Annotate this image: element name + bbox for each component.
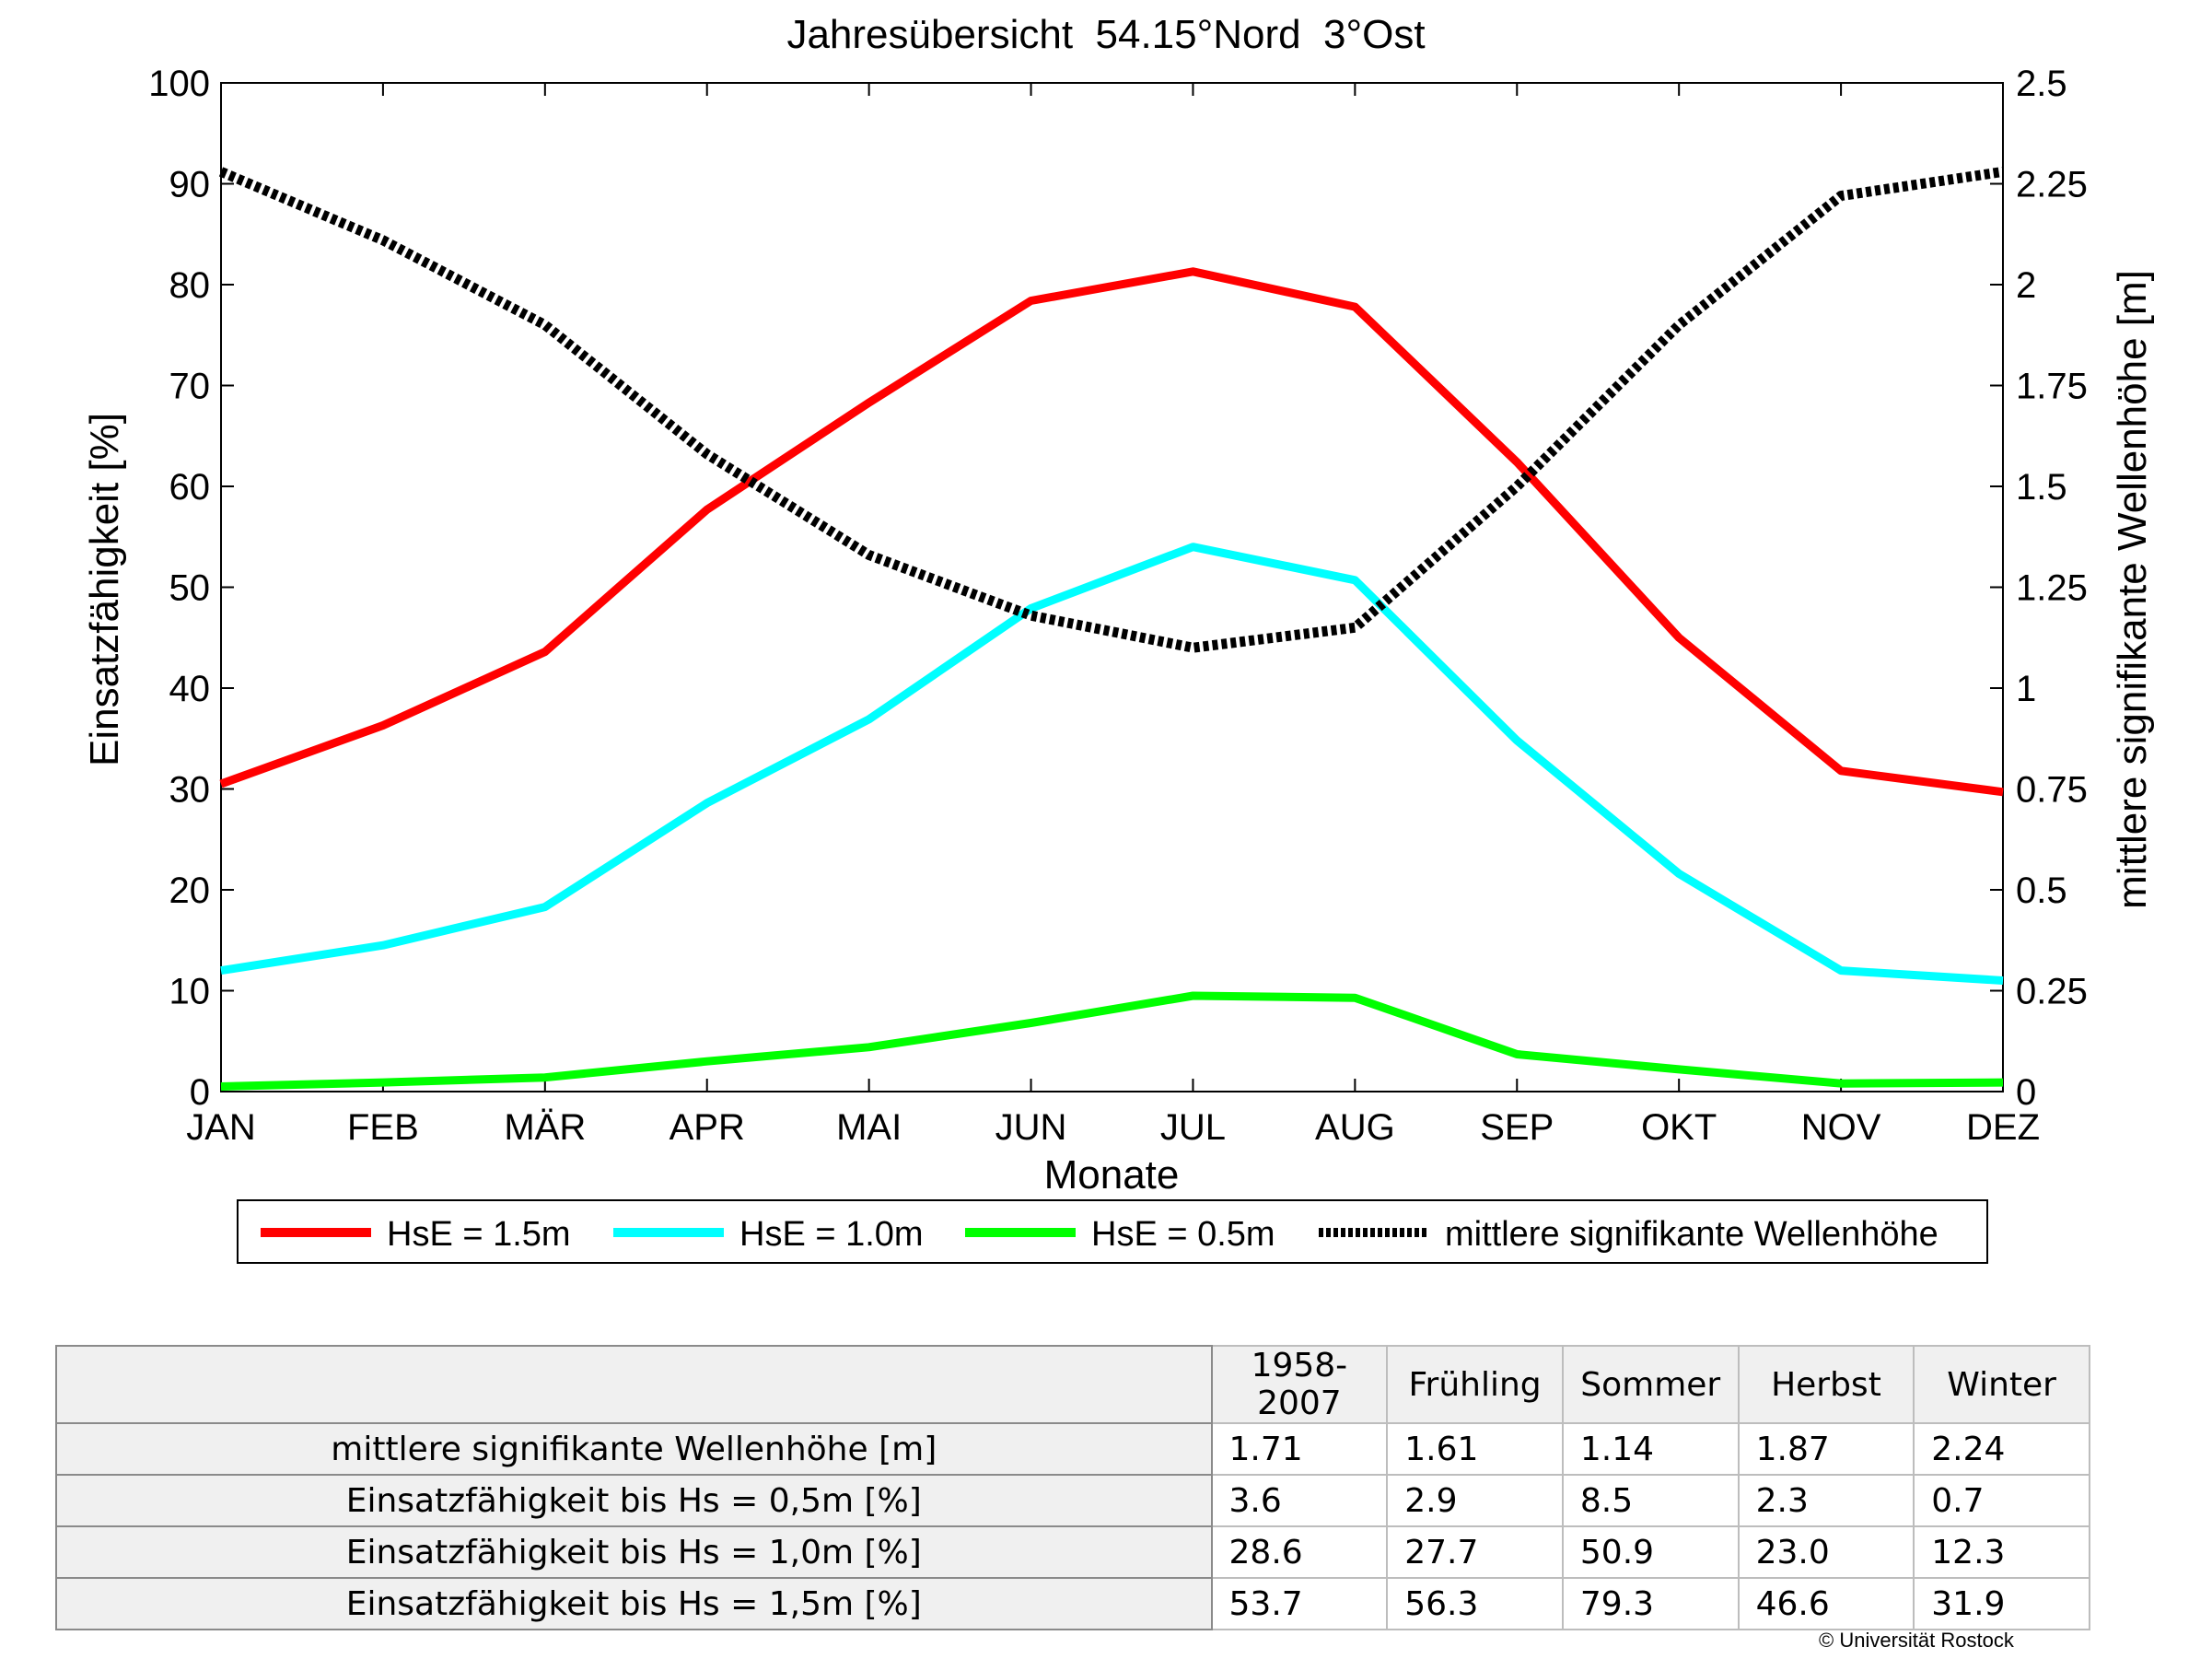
plot-frame	[220, 82, 2004, 1092]
row-label: Einsatzfähigkeit bis Hs = 1,0m [%]	[55, 1525, 1213, 1579]
table-cell: 53.7	[1210, 1577, 1389, 1630]
table-cell: 27.7	[1386, 1525, 1564, 1579]
stats-table: 1958-2007 Frühling Sommer Herbst Winter …	[55, 1345, 2090, 1630]
table-cell: 12.3	[1913, 1525, 2090, 1579]
series-lines	[218, 166, 2004, 1091]
axis-ticks: JAN FEB MÄR APR MAI JUN JUL AUG SEP OKT NOV DEZ0102…	[148, 64, 2088, 1148]
y-tick-label: 80	[169, 265, 211, 306]
table-cell: 79.3	[1561, 1577, 1740, 1630]
x-tick-label: DEZ	[1966, 1107, 2040, 1148]
series-line-wave-height	[218, 166, 2004, 653]
table-row: Einsatzfähigkeit bis Hs = 0,5m [%] 3.6 2…	[55, 1474, 2090, 1527]
column-header: Herbst	[1737, 1345, 1915, 1424]
y2-tick-label: 0.25	[2016, 972, 2088, 1012]
table-cell: 2.24	[1913, 1422, 2090, 1476]
x-axis-label: Monate	[1044, 1152, 1180, 1198]
chart: Jahresübersicht 54.15°Nord 3°Ost JAN FEB M…	[82, 12, 2155, 1264]
table-row: Einsatzfähigkeit bis Hs = 1,5m [%] 53.7 …	[55, 1577, 2090, 1630]
table-cell: 2.9	[1386, 1474, 1564, 1527]
row-label: Einsatzfähigkeit bis Hs = 0,5m [%]	[55, 1474, 1213, 1527]
y2-tick-label: 0.75	[2016, 770, 2088, 811]
column-header: 1958-2007	[1210, 1345, 1389, 1424]
legend-label-wave-height: mittlere signifikante Wellenhöhe	[1445, 1215, 1938, 1254]
table-cell: 0.7	[1913, 1474, 2090, 1527]
y2-tick-label: 0.5	[2016, 870, 2067, 911]
y2-tick-label: 2	[2016, 265, 2036, 306]
table-cell: 1.87	[1737, 1422, 1915, 1476]
table-cell: 28.6	[1210, 1525, 1389, 1579]
table-cell: 23.0	[1737, 1525, 1915, 1579]
chart-title: Jahresübersicht 54.15°Nord 3°Ost	[786, 12, 1425, 57]
x-tick-label: SEP	[1480, 1107, 1554, 1148]
table-cell: 31.9	[1913, 1577, 2090, 1630]
series-line-hse-0-5	[220, 991, 2004, 1091]
row-label: mittlere signifikante Wellenhöhe [m]	[55, 1422, 1213, 1476]
table-cell: 1.61	[1386, 1422, 1564, 1476]
table-cell: 8.5	[1561, 1474, 1740, 1527]
x-tick-label: APR	[669, 1107, 745, 1148]
y-tick-label: 60	[169, 467, 211, 508]
column-header: Frühling	[1386, 1345, 1564, 1424]
legend-label-hse-1-5: HsE = 1.5m	[387, 1215, 571, 1254]
table-cell: 50.9	[1561, 1525, 1740, 1579]
y-tick-label: 30	[169, 770, 211, 811]
table-row: Einsatzfähigkeit bis Hs = 1,0m [%] 28.6 …	[55, 1525, 2090, 1579]
x-tick-label: OKT	[1641, 1107, 1717, 1148]
y-tick-label: 20	[169, 870, 211, 911]
y2-tick-label: 0	[2016, 1072, 2036, 1113]
row-label: Einsatzfähigkeit bis Hs = 1,5m [%]	[55, 1577, 1213, 1630]
legend-label-hse-0-5: HsE = 0.5m	[1091, 1215, 1275, 1254]
y-tick-label: 90	[169, 165, 211, 205]
y-tick-label: 70	[169, 367, 211, 407]
y2-axis-label: mittlere signifikante Wellenhöhe [m]	[2110, 270, 2155, 909]
table-cell: 56.3	[1386, 1577, 1564, 1630]
column-header: Winter	[1913, 1345, 2090, 1424]
y2-tick-label: 2.25	[2016, 165, 2088, 205]
y-tick-label: 10	[169, 972, 211, 1012]
y2-tick-label: 1.5	[2016, 467, 2067, 508]
table-row: mittlere signifikante Wellenhöhe [m] 1.7…	[55, 1422, 2090, 1476]
series-line-hse-1-5	[219, 267, 2004, 797]
x-tick-label: JUL	[1160, 1107, 1226, 1148]
column-header: Sommer	[1561, 1345, 1740, 1424]
y2-tick-label: 1.25	[2016, 568, 2088, 609]
x-tick-label: JUN	[995, 1107, 1067, 1148]
legend: HsE = 1.5m HsE = 1.0m HsE = 0.5m mittler…	[237, 1199, 1988, 1264]
y-tick-label: 0	[190, 1072, 210, 1113]
table-cell: 3.6	[1210, 1474, 1389, 1527]
copyright-text: © Universität Rostock	[1819, 1629, 2014, 1652]
table-cell: 46.6	[1737, 1577, 1915, 1630]
x-tick-label: AUG	[1315, 1107, 1395, 1148]
y-tick-label: 50	[169, 568, 211, 609]
y2-tick-label: 2.5	[2016, 64, 2067, 104]
legend-label-hse-1-0: HsE = 1.0m	[739, 1215, 924, 1254]
x-tick-label: FEB	[347, 1107, 419, 1148]
x-tick-label: JAN	[186, 1107, 256, 1148]
y-tick-label: 100	[148, 64, 210, 104]
x-tick-label: MAI	[836, 1107, 902, 1148]
table-header-row: 1958-2007 Frühling Sommer Herbst Winter	[55, 1345, 2090, 1424]
table-cell: 2.3	[1737, 1474, 1915, 1527]
x-tick-label: NOV	[1801, 1107, 1881, 1148]
y2-tick-label: 1.75	[2016, 367, 2088, 407]
y-axis-label: Einsatzfähigkeit [%]	[82, 413, 127, 766]
table-corner-cell	[55, 1345, 1213, 1424]
x-tick-label: MÄR	[504, 1107, 586, 1148]
legend-box	[237, 1199, 1988, 1264]
table-cell: 1.71	[1210, 1422, 1389, 1476]
y2-tick-label: 1	[2016, 669, 2036, 709]
series-line-hse-1-0	[220, 543, 2004, 985]
table-cell: 1.14	[1561, 1422, 1740, 1476]
y-tick-label: 40	[169, 669, 211, 709]
